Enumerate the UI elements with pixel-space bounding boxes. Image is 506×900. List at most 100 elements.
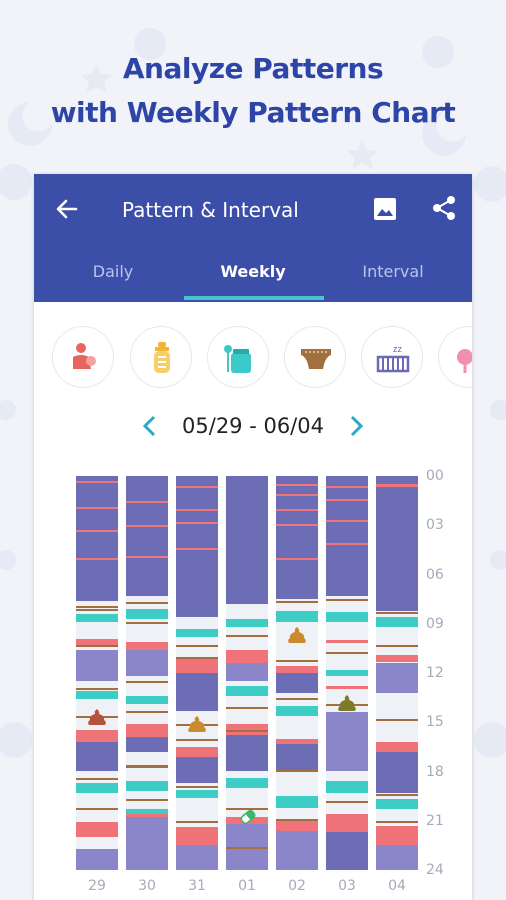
sleep-bar [276, 673, 318, 693]
sleep-bar [126, 650, 168, 677]
day-column[interactable] [176, 476, 218, 870]
diaper-bar [76, 605, 118, 608]
breastfeed-bar [126, 525, 168, 528]
x-tick-label: 31 [188, 878, 206, 894]
breastfeed-bar [126, 812, 168, 818]
y-tick-label: 18 [426, 763, 444, 780]
category-sleep[interactable]: zz [361, 326, 423, 388]
category-bottle[interactable] [130, 326, 192, 388]
diaper-bar [226, 730, 268, 733]
diaper-bar [176, 738, 218, 741]
y-tick-label: 09 [426, 615, 444, 632]
sleep-bar [276, 743, 318, 770]
chevron-left-icon[interactable] [140, 414, 160, 438]
breastfeed-bar [276, 508, 318, 511]
breastfeeding-icon [73, 343, 96, 369]
category-breastfeeding[interactable] [52, 326, 114, 388]
diaper-bar [76, 687, 118, 690]
baby-food-bar [76, 613, 118, 623]
headline-line-2: with Weekly Pattern Chart [50, 96, 456, 129]
poop-marker-icon [338, 694, 356, 711]
x-tick-label: 29 [88, 878, 106, 894]
tab-indicator [184, 296, 324, 300]
baby-food-bar [226, 618, 268, 628]
day-column[interactable] [376, 476, 418, 870]
image-icon[interactable] [372, 196, 398, 222]
breastfeed-bar [226, 650, 268, 664]
screen-title: Pattern & Interval [122, 198, 299, 222]
sleep-bar [176, 845, 218, 870]
category-more[interactable] [438, 326, 472, 388]
baby-food-bar [176, 789, 218, 798]
breastfeed-bar [76, 480, 118, 483]
breastfeed-bar [76, 638, 118, 647]
breastfeed-bar [126, 556, 168, 559]
diaper-bar [126, 681, 168, 684]
day-column[interactable] [126, 476, 168, 870]
sleep-bar [376, 476, 418, 611]
diaper-bar [226, 707, 268, 710]
tab-weekly[interactable]: Weekly [220, 262, 286, 281]
day-column[interactable] [326, 476, 368, 870]
diaper-bar [376, 718, 418, 721]
breastfeed-bar [76, 730, 118, 742]
category-diaper[interactable] [284, 326, 346, 388]
category-baby-food[interactable] [207, 326, 269, 388]
poop-marker-icon [88, 709, 106, 726]
breastfeed-bar [176, 548, 218, 551]
breastfeed-bar [76, 507, 118, 510]
breastfeed-bar [276, 738, 318, 744]
x-tick-label: 30 [138, 878, 156, 894]
breastfeed-bar [326, 686, 368, 690]
svg-text:zz: zz [393, 344, 403, 354]
chevron-right-icon[interactable] [346, 414, 366, 438]
tab-interval[interactable]: Interval [362, 262, 424, 281]
sleep-bar [226, 663, 268, 682]
diaper-bar [376, 794, 418, 797]
baby-food-bar [126, 695, 168, 705]
breastfeed-bar [76, 822, 118, 838]
sleep-bar [76, 848, 118, 870]
sleep-bar [76, 650, 118, 682]
sleep-bar [326, 476, 368, 596]
breastfeed-bar [76, 558, 118, 561]
date-range-label: 05/29 - 06/04 [182, 414, 324, 438]
breastfeed-bar [376, 741, 418, 752]
y-tick-label: 12 [426, 665, 444, 681]
sleep-bar [126, 737, 168, 752]
diaper-icon [301, 349, 331, 369]
share-icon[interactable] [430, 194, 458, 222]
baby-food-bar [326, 781, 368, 793]
baby-food-bar [176, 628, 218, 637]
breastfeed-bar [276, 484, 318, 487]
tab-daily[interactable]: Daily [92, 262, 134, 281]
diaper-bar [376, 645, 418, 648]
diaper-bar [176, 656, 218, 659]
breastfeed-bar [276, 494, 318, 497]
sleep-bar [126, 817, 168, 870]
x-tick-label: 03 [338, 878, 356, 894]
baby-food-bar [276, 610, 318, 623]
diaper-bar [276, 659, 318, 662]
diaper-bar [76, 608, 118, 611]
diaper-bar [226, 635, 268, 638]
day-column[interactable] [276, 476, 318, 870]
baby-food-bar [326, 669, 368, 677]
day-column[interactable] [76, 476, 118, 870]
sleep-bar [226, 824, 268, 870]
x-tick-label: 01 [238, 878, 256, 894]
diaper-bar [276, 769, 318, 772]
diaper-bar [76, 778, 118, 781]
y-tick-label: 06 [426, 566, 444, 583]
sleep-bar [226, 476, 268, 605]
breastfeed-bar [326, 814, 368, 833]
diaper-bar [376, 820, 418, 823]
breastfeed-bar [276, 820, 318, 831]
breastfeed-bar [176, 508, 218, 511]
day-column[interactable] [226, 476, 268, 870]
y-tick-label: 24 [426, 862, 444, 878]
weekly-pattern-chart: 29 30 31 01 02 03 04 00 03 06 09 12 15 18 21 24 [34, 468, 472, 900]
breastfeed-bar [276, 558, 318, 561]
back-arrow-icon[interactable] [54, 196, 80, 222]
y-tick-label: 15 [426, 714, 444, 731]
